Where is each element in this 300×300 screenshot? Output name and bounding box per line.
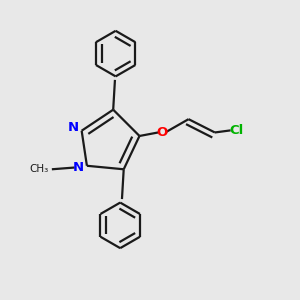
Text: N: N xyxy=(67,122,78,134)
Text: O: O xyxy=(157,126,168,139)
Text: CH₃: CH₃ xyxy=(29,164,48,174)
Text: N: N xyxy=(73,161,84,174)
Text: Cl: Cl xyxy=(230,124,244,137)
